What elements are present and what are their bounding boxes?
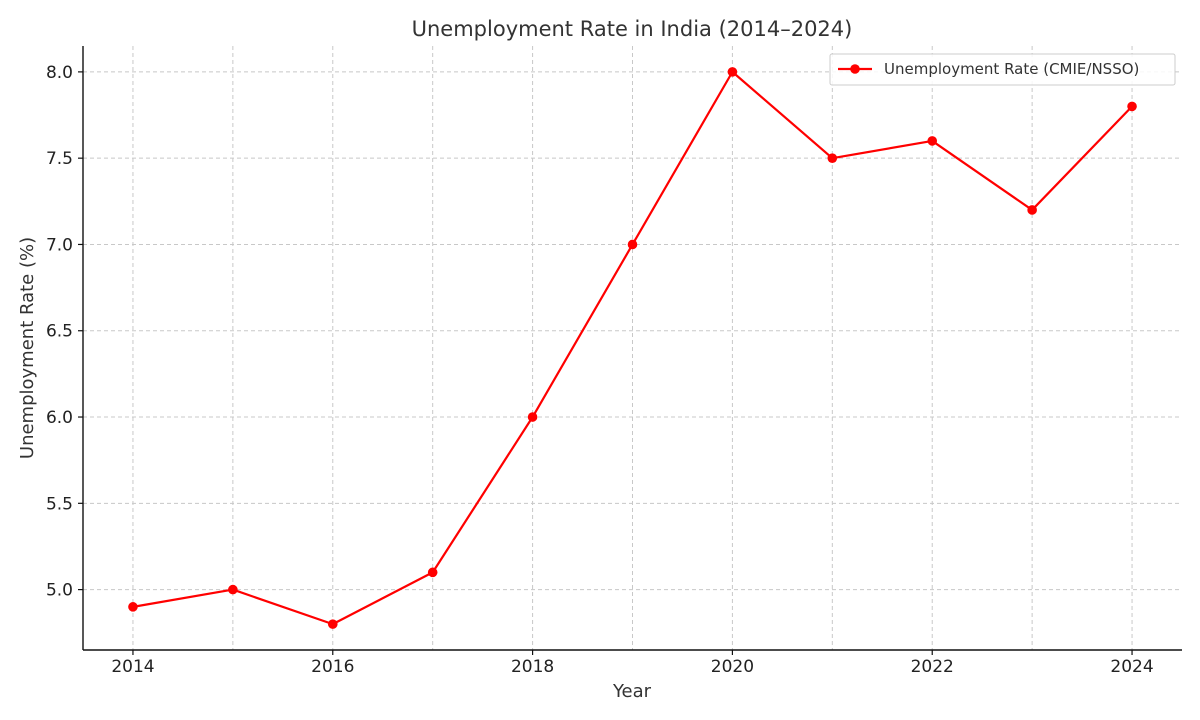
- axes: [82, 46, 1182, 651]
- data-point: [527, 412, 538, 422]
- data-point: [427, 567, 438, 578]
- y-tick-label: 6.5: [46, 322, 73, 342]
- y-tick-label: 6.0: [46, 408, 73, 428]
- x-tick-label: 2016: [311, 657, 354, 677]
- data-point: [627, 239, 638, 250]
- x-tick-label: 2024: [1110, 657, 1153, 677]
- y-tick-label: 7.0: [46, 235, 73, 255]
- data-point: [128, 602, 138, 612]
- data-point: [327, 619, 338, 629]
- x-axis-label: Year: [612, 681, 652, 702]
- legend-box: [829, 53, 1176, 86]
- data-point: [1027, 205, 1037, 215]
- chart-title: Unemployment Rate in India (2014–2024): [412, 17, 853, 41]
- y-tick-label: 7.5: [46, 149, 73, 169]
- x-tick-label: 2022: [911, 657, 954, 677]
- y-tick-label: 5.0: [46, 581, 73, 601]
- data-point: [827, 153, 838, 163]
- y-tick-label: 8.0: [46, 63, 73, 83]
- grid: [83, 46, 1182, 650]
- x-tick-label: 2018: [511, 657, 554, 677]
- x-tick-label: 2020: [711, 657, 754, 677]
- legend-label: Unemployment Rate (CMIE/NSSO): [884, 60, 1139, 78]
- data-point: [1127, 101, 1137, 112]
- data-point: [228, 584, 238, 595]
- x-tick-label: 2014: [111, 657, 154, 677]
- legend: Unemployment Rate (CMIE/NSSO): [829, 53, 1176, 86]
- data-point: [727, 67, 738, 77]
- ticks: 2014 2016 2018 2020 2022 2024 5.0 5.5 6.0 6.5 7.0 7…: [46, 63, 1154, 677]
- y-axis-label: Unemployment Rate (%): [17, 237, 38, 459]
- series-layer: [128, 67, 1137, 629]
- data-point: [927, 136, 938, 146]
- y-tick-label: 5.5: [46, 494, 73, 514]
- legend-marker: [850, 64, 860, 74]
